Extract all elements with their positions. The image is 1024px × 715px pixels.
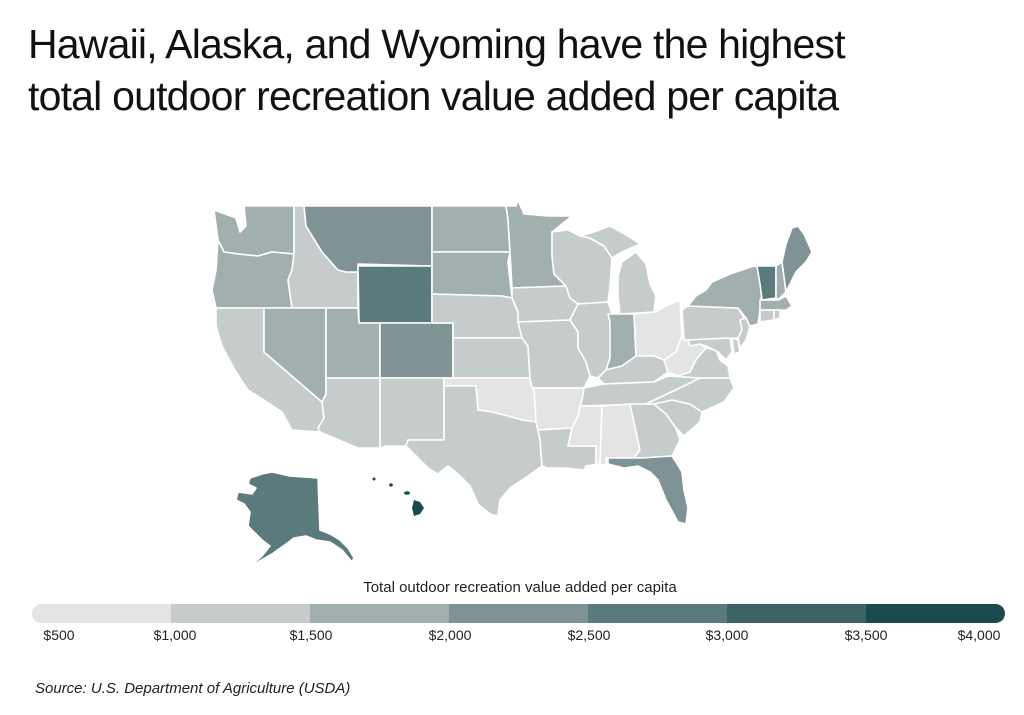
legend-bin-4 (449, 604, 588, 623)
legend-tick: $3,000 (705, 627, 749, 643)
state-michigan (579, 225, 657, 315)
legend-bin-1 (32, 604, 171, 623)
legend-tick: $500 (43, 627, 75, 643)
legend-tick: $2,500 (567, 627, 611, 643)
state-maine (781, 225, 813, 293)
state-washington (213, 205, 295, 257)
legend-tick-labels: $500 $1,000 $1,500 $2,000 $2,500 $3,000 … (0, 627, 1024, 647)
legend-title: Total outdoor recreation value added per… (363, 579, 677, 596)
legend-bin-7 (866, 604, 1005, 623)
legend-tick: $3,500 (844, 627, 888, 643)
chart-title: Hawaii, Alaska, and Wyoming have the hig… (28, 18, 1008, 122)
chart-title-line-1: Hawaii, Alaska, and Wyoming have the hig… (28, 21, 846, 67)
legend-tick: $1,000 (153, 627, 197, 643)
state-rhode-island (773, 309, 781, 321)
state-connecticut (759, 309, 775, 323)
chart-title-line-2: total outdoor recreation value added per… (28, 73, 839, 119)
state-illinois (569, 301, 613, 379)
state-kansas (452, 337, 531, 379)
state-new-mexico (379, 377, 445, 449)
state-wyoming (357, 265, 433, 324)
state-hawaii (372, 477, 424, 516)
legend-bin-3 (310, 604, 449, 623)
legend-bin-6 (727, 604, 866, 623)
state-maryland (687, 337, 733, 361)
legend-tick: $1,500 (289, 627, 333, 643)
state-florida (607, 455, 689, 525)
state-colorado (379, 322, 454, 379)
state-arizona (317, 377, 381, 449)
state-north-carolina (645, 377, 735, 413)
state-south-dakota (431, 251, 513, 299)
state-alaska (235, 471, 355, 569)
state-pennsylvania (681, 305, 745, 341)
state-wisconsin (551, 229, 613, 305)
state-north-dakota (431, 205, 511, 253)
legend-bin-5 (588, 604, 727, 623)
legend-bin-2 (171, 604, 310, 623)
legend-tick: $2,000 (428, 627, 472, 643)
state-vermont (756, 265, 777, 301)
state-texas (405, 385, 543, 517)
source-note: Source: U.S. Department of Agriculture (… (35, 680, 351, 697)
state-new-hampshire (775, 261, 787, 301)
legend-color-bar (32, 604, 1005, 623)
legend-tick: $4,000 (957, 627, 1001, 643)
